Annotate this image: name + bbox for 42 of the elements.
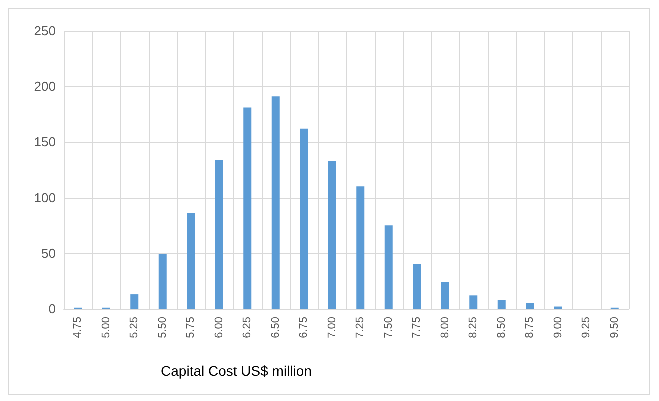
x-tick-label: 4.75 [72,317,84,338]
x-tick-label: 9.50 [608,317,621,338]
x-tick-label: 6.25 [242,317,254,338]
bar [328,161,336,309]
x-tick-label: 6.50 [270,317,282,338]
bar [498,300,506,309]
bar [300,128,308,309]
x-tick-label: 8.75 [524,317,536,338]
bar [441,282,450,309]
bar [526,303,534,309]
bar [215,160,224,309]
bar [356,186,365,309]
x-tick-label: 5.00 [100,317,112,338]
x-tick-label: 7.50 [382,317,395,338]
x-tick-label: 5.25 [128,317,141,338]
x-tick-label: 5.75 [185,317,198,338]
x-tick-label: 9.25 [580,317,593,338]
bar [272,96,280,309]
bar [244,108,252,309]
bar [470,296,478,309]
x-tick-label: 5.50 [156,317,169,338]
bar [158,254,167,309]
x-tick-label: 8.25 [468,317,480,338]
y-tick-label: 50 [42,246,56,261]
x-tick-label: 8.50 [496,317,508,338]
bar [413,264,422,309]
x-tick-label: 7.25 [354,317,367,338]
y-tick-label: 100 [34,190,56,206]
x-axis-title: Capital Cost US$ million [161,363,312,379]
y-tick-label: 250 [34,24,56,38]
bar [384,226,393,309]
y-tick-label: 0 [48,302,56,316]
x-tick-label: 9.00 [552,317,564,338]
y-tick-label: 200 [34,79,56,94]
bar [187,213,196,309]
x-tick-label: 7.00 [326,317,338,338]
x-tick-label: 7.75 [411,317,424,338]
bar [130,294,139,309]
x-tick-label: 6.75 [298,317,310,338]
x-tick-label: 6.00 [213,317,226,338]
y-tick-label: 150 [34,134,56,150]
x-tick-label: 8.00 [439,317,452,338]
